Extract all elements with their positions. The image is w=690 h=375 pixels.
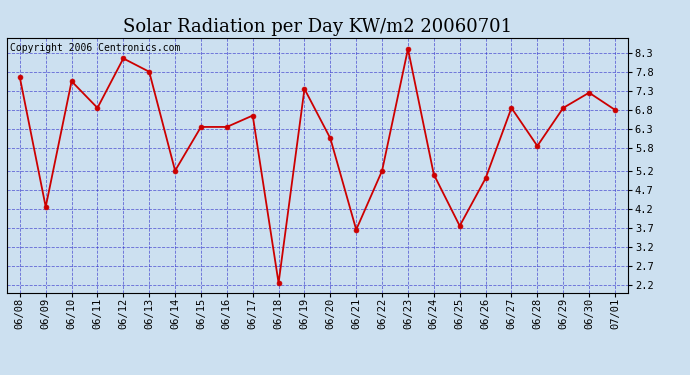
Text: Copyright 2006 Centronics.com: Copyright 2006 Centronics.com <box>10 43 180 52</box>
Title: Solar Radiation per Day KW/m2 20060701: Solar Radiation per Day KW/m2 20060701 <box>123 18 512 36</box>
